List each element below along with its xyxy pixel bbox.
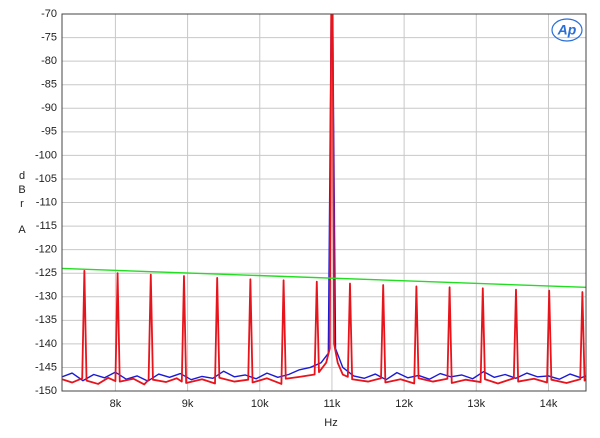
y-tick-label: -70 [41,8,57,20]
y-tick-label: -100 [35,149,57,161]
series-line [62,14,586,386]
logo-ring [551,18,583,42]
x-tick-label: 8k [110,398,122,410]
y-tick-label: -80 [41,55,57,67]
y-axis-label: A [18,224,26,236]
x-tick-label: 14k [540,398,558,410]
x-axis-label: Hz [324,417,337,429]
y-tick-label: -90 [41,102,57,114]
series-line [62,267,586,289]
y-axis-label: B [18,184,25,196]
x-tick-label: 11k [323,398,340,410]
y-axis-label: r [20,198,24,210]
y-tick-label: -120 [35,244,57,256]
y-tick-label: -115 [36,220,57,232]
y-axis-label: d [19,170,25,182]
y-tick-label: -110 [36,196,57,208]
y-tick-label: -75 [41,31,57,43]
series-line [62,14,586,382]
y-tick-label: -95 [41,126,57,138]
y-tick-label: -105 [35,173,57,185]
y-tick-label: -150 [35,385,57,397]
x-tick-label: 10k [251,398,269,410]
y-tick-label: -135 [35,314,57,326]
y-tick-label: -145 [35,361,57,373]
series-group [62,14,586,386]
x-tick-label: 13k [467,398,485,410]
plot-border [61,13,587,392]
x-tick-label: 9k [182,398,194,410]
y-tick-label: -130 [35,291,57,303]
logo: Ap [557,22,577,38]
grid [62,13,586,392]
y-tick-label: -140 [35,338,57,350]
x-tick-label: 12k [395,398,413,410]
y-tick-label: -85 [41,79,57,91]
y-tick-label: -125 [35,267,57,279]
